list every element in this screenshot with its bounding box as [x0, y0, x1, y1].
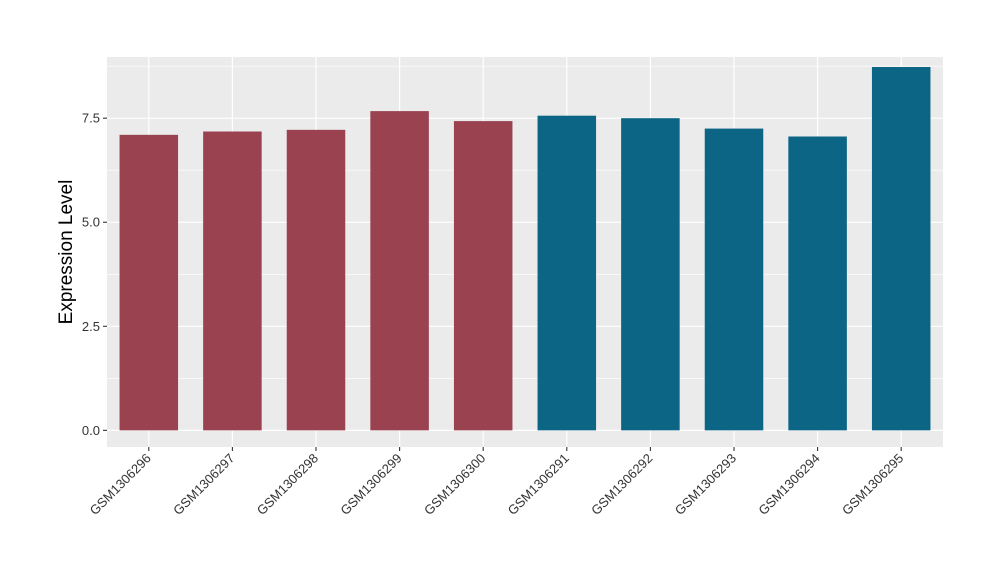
x-tick-label: GSM1306298 [254, 451, 321, 518]
bar-GSM1306298 [286, 129, 346, 431]
bar-GSM1306297 [203, 131, 262, 431]
y-tick-label: 5.0 [82, 215, 100, 230]
bar-GSM1306292 [621, 118, 680, 431]
x-tick-label: GSM1306295 [839, 451, 906, 518]
x-tick-label: GSM1306300 [421, 451, 488, 518]
bar-GSM1306295 [871, 66, 931, 431]
bars-group [119, 66, 931, 431]
bar-GSM1306300 [453, 121, 513, 431]
x-tick-label: GSM1306291 [505, 451, 572, 518]
y-tick-label: 7.5 [82, 111, 100, 126]
bar-GSM1306293 [704, 128, 764, 431]
bar-GSM1306291 [537, 115, 597, 431]
x-tick-label: GSM1306297 [170, 451, 237, 518]
x-tick-label: GSM1306296 [87, 451, 154, 518]
y-axis: 0.0 2.5 5.0 7.5 [82, 111, 107, 438]
x-axis: GSM1306296 GSM1306297 GSM1306298 GSM1306299… [87, 447, 906, 518]
y-tick-label: 2.5 [82, 319, 100, 334]
y-axis-title: Expression Level [56, 180, 77, 325]
bar-GSM1306294 [788, 136, 847, 431]
x-tick-label: GSM1306292 [588, 451, 655, 518]
x-tick-label: GSM1306293 [672, 451, 739, 518]
y-tick-label: 0.0 [82, 423, 100, 438]
bar-GSM1306296 [119, 134, 179, 431]
x-tick-label: GSM1306299 [337, 451, 404, 518]
bar-GSM1306299 [370, 111, 429, 431]
x-tick-label: GSM1306294 [755, 451, 822, 518]
